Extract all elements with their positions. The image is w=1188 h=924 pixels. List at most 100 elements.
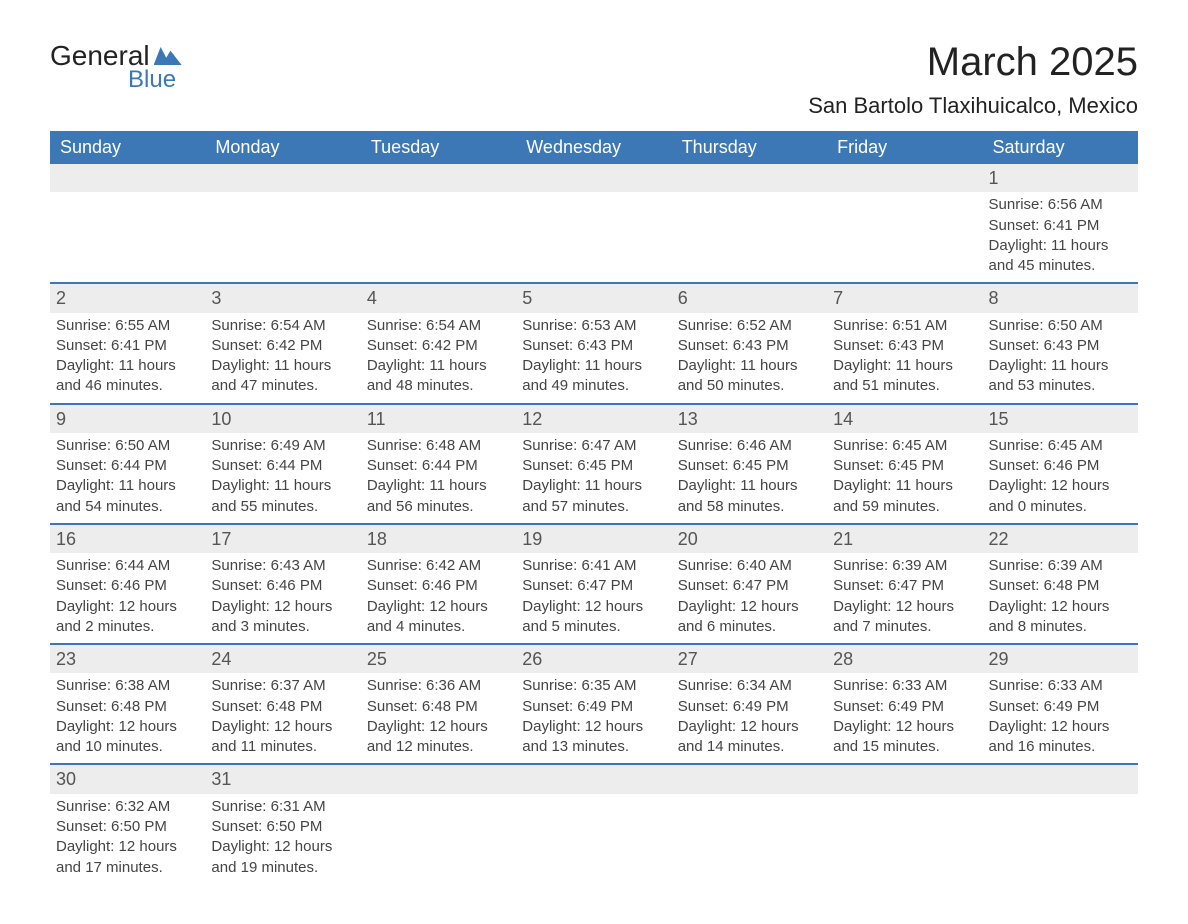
calendar-day-empty [361,764,516,883]
daynum-bar [672,164,827,192]
calendar-day-empty [361,164,516,283]
sunrise-line: Sunrise: 6:51 AM [833,316,976,336]
logo-text-blue: Blue [128,66,176,94]
daynum-bar [827,164,982,192]
day-number: 16 [50,525,205,553]
calendar-day: 11Sunrise: 6:48 AMSunset: 6:44 PMDayligh… [361,404,516,524]
daylight-line: Daylight: 12 hours and 5 minutes. [522,597,665,638]
sunrise-line: Sunrise: 6:50 AM [56,436,199,456]
sunrise-line: Sunrise: 6:52 AM [678,316,821,336]
sunrise-line: Sunrise: 6:42 AM [367,556,510,576]
calendar-week: 30Sunrise: 6:32 AMSunset: 6:50 PMDayligh… [50,764,1138,883]
sunrise-line: Sunrise: 6:55 AM [56,316,199,336]
sunset-line: Sunset: 6:43 PM [678,336,821,356]
day-number: 27 [672,645,827,673]
daylight-line: Daylight: 12 hours and 17 minutes. [56,837,199,878]
sunrise-line: Sunrise: 6:33 AM [833,676,976,696]
day-number: 11 [361,405,516,433]
calendar-week: 23Sunrise: 6:38 AMSunset: 6:48 PMDayligh… [50,644,1138,764]
daylight-line: Daylight: 11 hours and 55 minutes. [211,476,354,517]
day-number: 25 [361,645,516,673]
daynum-bar [827,765,982,793]
day-number: 10 [205,405,360,433]
daylight-line: Daylight: 12 hours and 16 minutes. [989,717,1132,758]
sunrise-line: Sunrise: 6:38 AM [56,676,199,696]
sunset-line: Sunset: 6:45 PM [522,456,665,476]
sunrise-line: Sunrise: 6:39 AM [989,556,1132,576]
sunset-line: Sunset: 6:48 PM [56,697,199,717]
sunset-line: Sunset: 6:49 PM [678,697,821,717]
daynum-bar [361,164,516,192]
calendar-day-empty [516,164,671,283]
day-number: 17 [205,525,360,553]
calendar-day: 19Sunrise: 6:41 AMSunset: 6:47 PMDayligh… [516,524,671,644]
logo-flag-icon [154,47,182,65]
sunset-line: Sunset: 6:42 PM [211,336,354,356]
day-number: 2 [50,284,205,312]
daylight-line: Daylight: 12 hours and 3 minutes. [211,597,354,638]
day-number: 23 [50,645,205,673]
daynum-bar [983,765,1138,793]
sunset-line: Sunset: 6:49 PM [522,697,665,717]
sunrise-line: Sunrise: 6:34 AM [678,676,821,696]
daylight-line: Daylight: 12 hours and 6 minutes. [678,597,821,638]
daylight-line: Daylight: 11 hours and 47 minutes. [211,356,354,397]
sunset-line: Sunset: 6:41 PM [56,336,199,356]
daylight-line: Daylight: 11 hours and 48 minutes. [367,356,510,397]
month-title: March 2025 [808,40,1138,85]
calendar-day: 5Sunrise: 6:53 AMSunset: 6:43 PMDaylight… [516,283,671,403]
day-number: 3 [205,284,360,312]
sunset-line: Sunset: 6:48 PM [211,697,354,717]
sunrise-line: Sunrise: 6:47 AM [522,436,665,456]
daylight-line: Daylight: 11 hours and 50 minutes. [678,356,821,397]
sunrise-line: Sunrise: 6:46 AM [678,436,821,456]
day-number: 30 [50,765,205,793]
calendar-week: 9Sunrise: 6:50 AMSunset: 6:44 PMDaylight… [50,404,1138,524]
day-number: 18 [361,525,516,553]
daylight-line: Daylight: 11 hours and 54 minutes. [56,476,199,517]
calendar-day: 22Sunrise: 6:39 AMSunset: 6:48 PMDayligh… [983,524,1138,644]
sunset-line: Sunset: 6:49 PM [989,697,1132,717]
day-number: 12 [516,405,671,433]
sunrise-line: Sunrise: 6:53 AM [522,316,665,336]
daylight-line: Daylight: 11 hours and 58 minutes. [678,476,821,517]
day-header: Friday [827,131,982,164]
day-header-row: SundayMondayTuesdayWednesdayThursdayFrid… [50,131,1138,164]
calendar-day: 28Sunrise: 6:33 AMSunset: 6:49 PMDayligh… [827,644,982,764]
calendar-day-empty [205,164,360,283]
daylight-line: Daylight: 11 hours and 59 minutes. [833,476,976,517]
sunrise-line: Sunrise: 6:45 AM [833,436,976,456]
sunset-line: Sunset: 6:42 PM [367,336,510,356]
sunset-line: Sunset: 6:45 PM [678,456,821,476]
day-number: 21 [827,525,982,553]
calendar-day: 25Sunrise: 6:36 AMSunset: 6:48 PMDayligh… [361,644,516,764]
day-header: Sunday [50,131,205,164]
sunset-line: Sunset: 6:44 PM [56,456,199,476]
day-number: 9 [50,405,205,433]
sunrise-line: Sunrise: 6:56 AM [989,195,1132,215]
sunrise-line: Sunrise: 6:41 AM [522,556,665,576]
sunset-line: Sunset: 6:43 PM [522,336,665,356]
sunrise-line: Sunrise: 6:54 AM [367,316,510,336]
daylight-line: Daylight: 11 hours and 53 minutes. [989,356,1132,397]
day-number: 8 [983,284,1138,312]
day-number: 31 [205,765,360,793]
sunrise-line: Sunrise: 6:36 AM [367,676,510,696]
day-number: 1 [983,164,1138,192]
day-number: 5 [516,284,671,312]
sunrise-line: Sunrise: 6:49 AM [211,436,354,456]
sunrise-line: Sunrise: 6:44 AM [56,556,199,576]
sunset-line: Sunset: 6:46 PM [56,576,199,596]
sunrise-line: Sunrise: 6:35 AM [522,676,665,696]
logo: General Blue [50,40,182,94]
calendar-day-empty [983,764,1138,883]
calendar-day-empty [516,764,671,883]
sunset-line: Sunset: 6:43 PM [833,336,976,356]
calendar-day: 1Sunrise: 6:56 AMSunset: 6:41 PMDaylight… [983,164,1138,283]
sunset-line: Sunset: 6:43 PM [989,336,1132,356]
daylight-line: Daylight: 12 hours and 12 minutes. [367,717,510,758]
daylight-line: Daylight: 12 hours and 19 minutes. [211,837,354,878]
calendar-day: 8Sunrise: 6:50 AMSunset: 6:43 PMDaylight… [983,283,1138,403]
header: General Blue March 2025 San Bartolo Tlax… [50,40,1138,119]
daylight-line: Daylight: 11 hours and 51 minutes. [833,356,976,397]
